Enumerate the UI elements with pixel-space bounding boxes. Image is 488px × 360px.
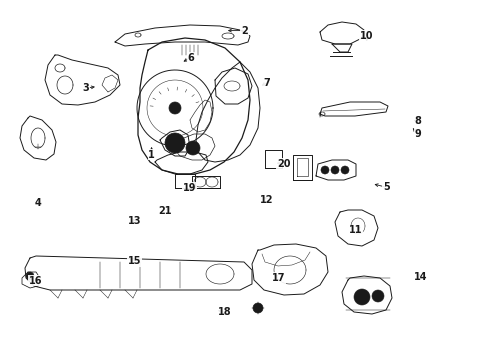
Text: 10: 10 bbox=[359, 31, 373, 41]
Text: 5: 5 bbox=[382, 182, 389, 192]
Circle shape bbox=[320, 166, 328, 174]
Polygon shape bbox=[20, 116, 56, 160]
Circle shape bbox=[371, 290, 383, 302]
Text: 11: 11 bbox=[348, 225, 362, 235]
Polygon shape bbox=[331, 44, 351, 52]
Circle shape bbox=[185, 141, 200, 155]
Text: 17: 17 bbox=[271, 273, 285, 283]
Text: 19: 19 bbox=[183, 183, 196, 193]
Polygon shape bbox=[160, 130, 190, 156]
Circle shape bbox=[353, 289, 369, 305]
Polygon shape bbox=[175, 134, 215, 160]
Text: 8: 8 bbox=[414, 116, 421, 126]
Text: 2: 2 bbox=[241, 26, 247, 36]
Polygon shape bbox=[341, 276, 391, 314]
Text: 15: 15 bbox=[127, 256, 141, 266]
Text: 7: 7 bbox=[263, 78, 269, 88]
Polygon shape bbox=[22, 272, 40, 288]
Text: 3: 3 bbox=[82, 83, 89, 93]
Text: 6: 6 bbox=[187, 53, 194, 63]
Text: 16: 16 bbox=[29, 276, 42, 286]
Circle shape bbox=[252, 303, 263, 313]
Polygon shape bbox=[334, 210, 377, 246]
Polygon shape bbox=[102, 75, 118, 92]
Polygon shape bbox=[45, 55, 120, 105]
Polygon shape bbox=[251, 244, 327, 295]
Text: 1: 1 bbox=[148, 150, 155, 160]
Polygon shape bbox=[319, 102, 387, 116]
Text: 4: 4 bbox=[35, 198, 41, 208]
Polygon shape bbox=[215, 68, 251, 104]
Circle shape bbox=[340, 166, 348, 174]
Text: 14: 14 bbox=[413, 272, 427, 282]
Polygon shape bbox=[115, 25, 249, 46]
Text: 12: 12 bbox=[259, 195, 273, 205]
Polygon shape bbox=[138, 38, 249, 174]
Text: 9: 9 bbox=[414, 129, 421, 139]
Polygon shape bbox=[319, 22, 363, 44]
Text: 21: 21 bbox=[158, 206, 172, 216]
Polygon shape bbox=[196, 62, 260, 162]
Circle shape bbox=[169, 102, 181, 114]
Polygon shape bbox=[155, 152, 207, 174]
Circle shape bbox=[330, 166, 338, 174]
Text: 20: 20 bbox=[276, 159, 290, 169]
Text: 18: 18 bbox=[218, 307, 231, 318]
Polygon shape bbox=[25, 256, 251, 290]
Circle shape bbox=[164, 133, 184, 153]
Polygon shape bbox=[190, 100, 212, 132]
Text: 13: 13 bbox=[127, 216, 141, 226]
Polygon shape bbox=[315, 160, 355, 180]
Circle shape bbox=[26, 272, 34, 280]
